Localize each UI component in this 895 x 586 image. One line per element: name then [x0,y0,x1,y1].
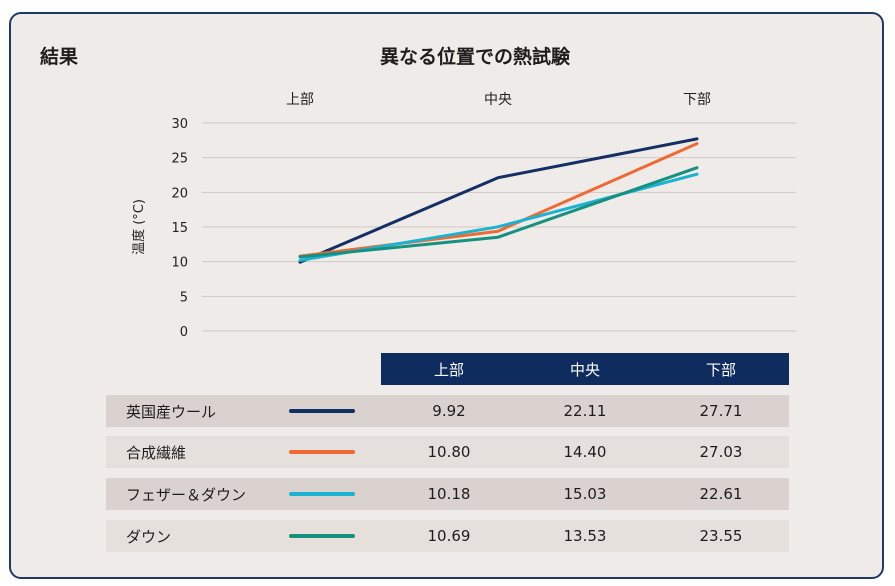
cell-top: 10.80 [427,443,471,461]
x-category-label: 上部 [286,92,314,108]
x-category-label: 下部 [683,92,711,108]
y-tick-label: 10 [171,256,188,271]
cell-middle: 14.40 [563,443,607,461]
series-line [298,137,699,264]
table-header-middle: 中央 [569,360,600,379]
row-label: ダウン [126,527,172,546]
legend-line [289,492,355,496]
cell-top: 10.69 [427,527,471,545]
legend-swatch [271,534,381,538]
row-label: フェザー＆ダウン [126,485,247,504]
y-tick-label: 0 [180,325,188,340]
y-tick-label: 5 [180,290,188,305]
cell-middle: 15.03 [563,485,607,503]
legend-line [289,450,355,454]
series-line [298,142,699,258]
chart-title: 異なる位置での熱試験 [380,46,571,68]
series-line [298,166,699,259]
cell-bottom: 27.03 [699,443,743,461]
cell-middle: 13.53 [563,527,607,545]
legend-swatch [271,409,381,413]
legend-swatch [271,450,381,454]
cell-top: 9.92 [432,402,466,420]
cell-bottom: 22.61 [699,485,743,503]
table-header-top: 上部 [433,360,464,379]
section-title: 結果 [40,46,79,68]
y-tick-label: 25 [171,152,188,167]
row-label: 英国産ウール [126,402,217,421]
row-label: 合成繊維 [126,443,187,462]
table-row: フェザー＆ダウン 10.18 15.03 22.61 [106,478,789,510]
table-header: 上部 中央 下部 [381,353,789,385]
legend-line [289,534,355,538]
table-header-bottom: 下部 [705,360,736,379]
y-tick-label: 30 [171,117,188,132]
y-tick-label: 15 [171,221,188,236]
legend-line [289,409,355,413]
table-row: 合成繊維 10.80 14.40 27.03 [106,436,789,468]
x-category-label: 中央 [484,92,512,108]
cell-top: 10.18 [427,485,471,503]
cell-bottom: 23.55 [699,527,743,545]
table-row: 英国産ウール 9.92 22.11 27.71 [106,395,789,427]
table-row: ダウン 10.69 13.53 23.55 [106,520,789,552]
y-axis-label: 温度 (°C) [131,199,147,255]
cell-middle: 22.11 [563,402,607,420]
cell-bottom: 27.71 [699,402,743,420]
legend-swatch [271,492,381,496]
y-tick-label: 20 [171,186,188,201]
